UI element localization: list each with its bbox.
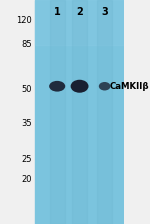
Ellipse shape — [71, 80, 88, 93]
Text: 50: 50 — [22, 85, 32, 94]
Text: 1: 1 — [54, 7, 61, 17]
Ellipse shape — [49, 81, 65, 92]
Text: 25: 25 — [22, 155, 32, 164]
Text: 2: 2 — [76, 7, 83, 17]
Bar — [35, 0, 124, 224]
Bar — [35, 0, 124, 45]
Text: 20: 20 — [22, 175, 32, 184]
Text: 85: 85 — [22, 40, 32, 49]
Ellipse shape — [99, 82, 110, 90]
Bar — [72, 0, 87, 224]
Text: 120: 120 — [16, 16, 32, 25]
Bar — [97, 0, 112, 224]
Text: CaMKIIβ: CaMKIIβ — [109, 82, 149, 91]
Text: 35: 35 — [22, 119, 32, 128]
Text: 3: 3 — [101, 7, 108, 17]
Bar — [50, 0, 65, 224]
